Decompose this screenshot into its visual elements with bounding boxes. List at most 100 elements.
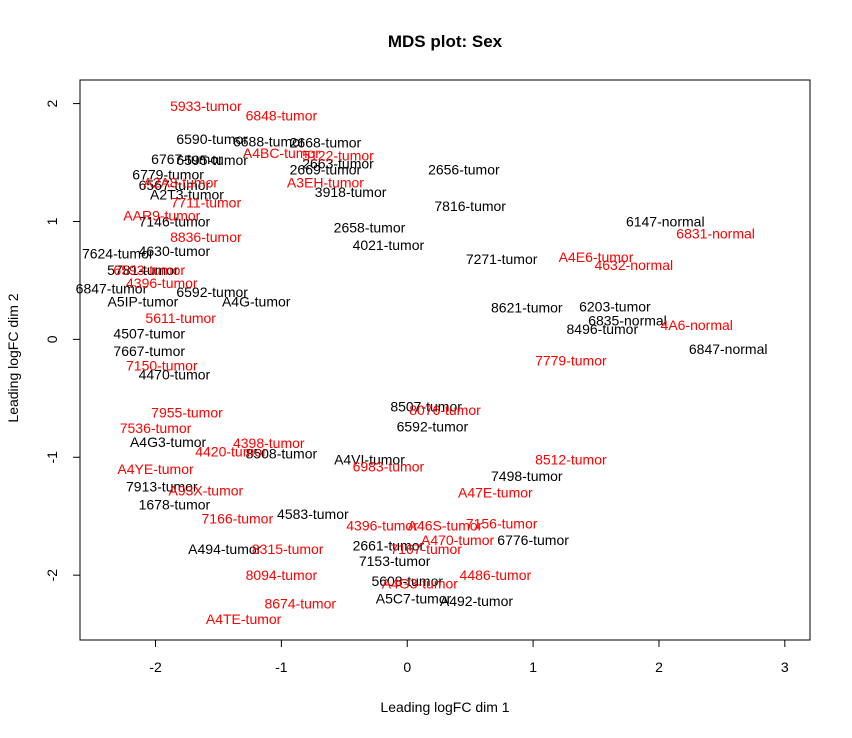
sample-point-label: 7536-tumor (120, 420, 192, 436)
sample-point-label: 8507-tumor (390, 399, 462, 415)
y-tick-label: -2 (44, 569, 60, 582)
sample-point-label: 5611-tumor (145, 310, 216, 326)
sample-point-label: 8508-tumor (246, 446, 318, 462)
sample-point-label: 4021-tumor (353, 237, 425, 253)
sample-point-label: 6590-tumor (176, 131, 248, 147)
y-axis-label: Leading logFC dim 2 (5, 293, 21, 422)
sample-point-label: 6779-tumor (132, 166, 204, 182)
sample-point-label: 7156-tumor (466, 515, 538, 531)
sample-point-label: 7153-tumor (359, 553, 431, 569)
sample-point-label: 5608-tumor (371, 573, 443, 589)
sample-point-label: 7150-tumor (126, 357, 198, 373)
sample-point-label: 6593-tumor (113, 262, 185, 278)
sample-point-label: 7816-tumor (434, 198, 506, 214)
sample-point-label: 4486-tumor (460, 567, 532, 583)
sample-point-label: 6688-tumor (233, 133, 305, 149)
x-tick-label: -1 (275, 659, 288, 675)
sample-point-label: A494-tumor (188, 541, 261, 557)
x-tick-label: -2 (149, 659, 162, 675)
sample-point-label: A47E-tumor (458, 485, 533, 501)
y-tick-label: 0 (44, 335, 60, 343)
sample-point-label: 7711-tumor (171, 195, 242, 211)
sample-point-label: 6983-tumor (353, 459, 425, 475)
sample-point-label: 6567-tumor (139, 177, 211, 193)
sample-point-label: 6147-normal (626, 213, 705, 229)
sample-point-label: 7166-tumor (202, 511, 274, 527)
sample-point-label: AAR9-tumor (123, 208, 200, 224)
y-tick-label: 2 (44, 99, 60, 107)
sample-point-label: A93X-tumor (169, 482, 244, 498)
sample-point-label: 6847-tumor (76, 281, 148, 297)
sample-point-label: A46S-tumor (408, 518, 483, 534)
sample-point-label: 8076-tumor (409, 402, 481, 418)
x-tick-label: 0 (403, 659, 411, 675)
sample-point-label: 6767-tumor (151, 151, 223, 167)
sample-point-label: A2A8-tumor (143, 175, 218, 191)
sample-point-label: 6592-tumor (176, 284, 248, 300)
sample-point-label: 4583-tumor (277, 506, 349, 522)
sample-point-label: A4G3-tumor (382, 575, 459, 591)
sample-point-label: 8496-tumor (567, 321, 639, 337)
sample-point-label: A4BC-tumor (243, 145, 320, 161)
x-axis: -2 -1 0 1 2 3 (149, 639, 789, 675)
sample-point-label: A5IP-tumor (108, 294, 179, 310)
sample-point-label: 2668-tumor (290, 134, 362, 150)
sample-point-label: 1678-tumor (139, 496, 211, 512)
sample-point-label: A4TE-tumor (206, 611, 282, 627)
sample-point-label: A470-tumor (421, 532, 494, 548)
sample-point-label: 6776-tumor (497, 532, 569, 548)
x-axis-label: Leading logFC dim 1 (380, 699, 509, 715)
sample-point-label: A3EH-tumor (287, 175, 364, 191)
sample-point-label: 4420-tumor (195, 443, 267, 459)
sample-point-label: 7146-tumor (139, 213, 211, 229)
sample-point-label: 6848-tumor (246, 107, 318, 123)
sample-point-label: 3918-tumor (315, 184, 387, 200)
x-tick-label: 1 (529, 659, 537, 675)
sample-point-label: 7667-tumor (113, 343, 185, 359)
sample-point-label: 7779-tumor (535, 353, 607, 369)
sample-point-label: 4396-tumor (346, 518, 418, 534)
sample-point-label: 8512-tumor (535, 452, 607, 468)
sample-point-label: 5122-tumor (302, 147, 374, 163)
sample-point-label: 5781-tumor (107, 262, 179, 278)
sample-point-label: A4G3-tumor (130, 434, 207, 450)
sample-point-label: A492-tumor (440, 593, 513, 609)
sample-point-label: 5933-tumor (170, 98, 242, 114)
sample-point-label: 4396-tumor (126, 275, 198, 291)
sample-point-label: A4E6-tumor (559, 249, 634, 265)
sample-point-label: 2669-tumor (290, 162, 362, 178)
sample-point-label: 8674-tumor (264, 595, 336, 611)
sample-point-label: A4G-tumor (222, 294, 291, 310)
sample-point-label: 4398-tumor (233, 435, 305, 451)
sample-point-label: 7913-tumor (126, 479, 198, 495)
sample-point-label: 7955-tumor (151, 404, 223, 420)
sample-point-label: 2661-tumor (353, 538, 425, 554)
sample-point-label: 6595-tumor (176, 152, 248, 168)
x-tick-label: 2 (655, 659, 663, 675)
sample-point-label: 4632-normal (594, 257, 673, 273)
sample-point-label: 8621-tumor (491, 300, 563, 316)
sample-point-label: A2T3-tumor (150, 186, 224, 202)
sample-point-label: 7624-tumor (82, 245, 154, 261)
sample-point-label: 2663-tumor (302, 156, 374, 172)
y-tick-label: 1 (44, 217, 60, 225)
sample-point-label: A5C7-tumor (376, 591, 452, 607)
sample-point-label: A4YE-tumor (117, 461, 194, 477)
sample-point-label: 4507-tumor (113, 325, 185, 341)
sample-point-label: 6592-tumor (397, 419, 469, 435)
sample-point-label: 7271-tumor (466, 251, 538, 267)
chart-title: MDS plot: Sex (388, 32, 503, 51)
sample-point-label: A4VI-tumor (334, 452, 405, 468)
sample-point-label: 4630-tumor (139, 243, 211, 259)
sample-point-label: 6831-normal (676, 225, 755, 241)
sample-point-label: 2658-tumor (334, 219, 406, 235)
sample-point-label: 2656-tumor (428, 162, 500, 178)
x-tick-label: 3 (781, 659, 789, 675)
sample-point-label: 8836-tumor (170, 229, 242, 245)
y-axis: -2 -1 0 1 2 (44, 99, 81, 582)
sample-point-label: 6835-normal (588, 313, 667, 329)
sample-point-label: 4A6-normal (661, 317, 733, 333)
